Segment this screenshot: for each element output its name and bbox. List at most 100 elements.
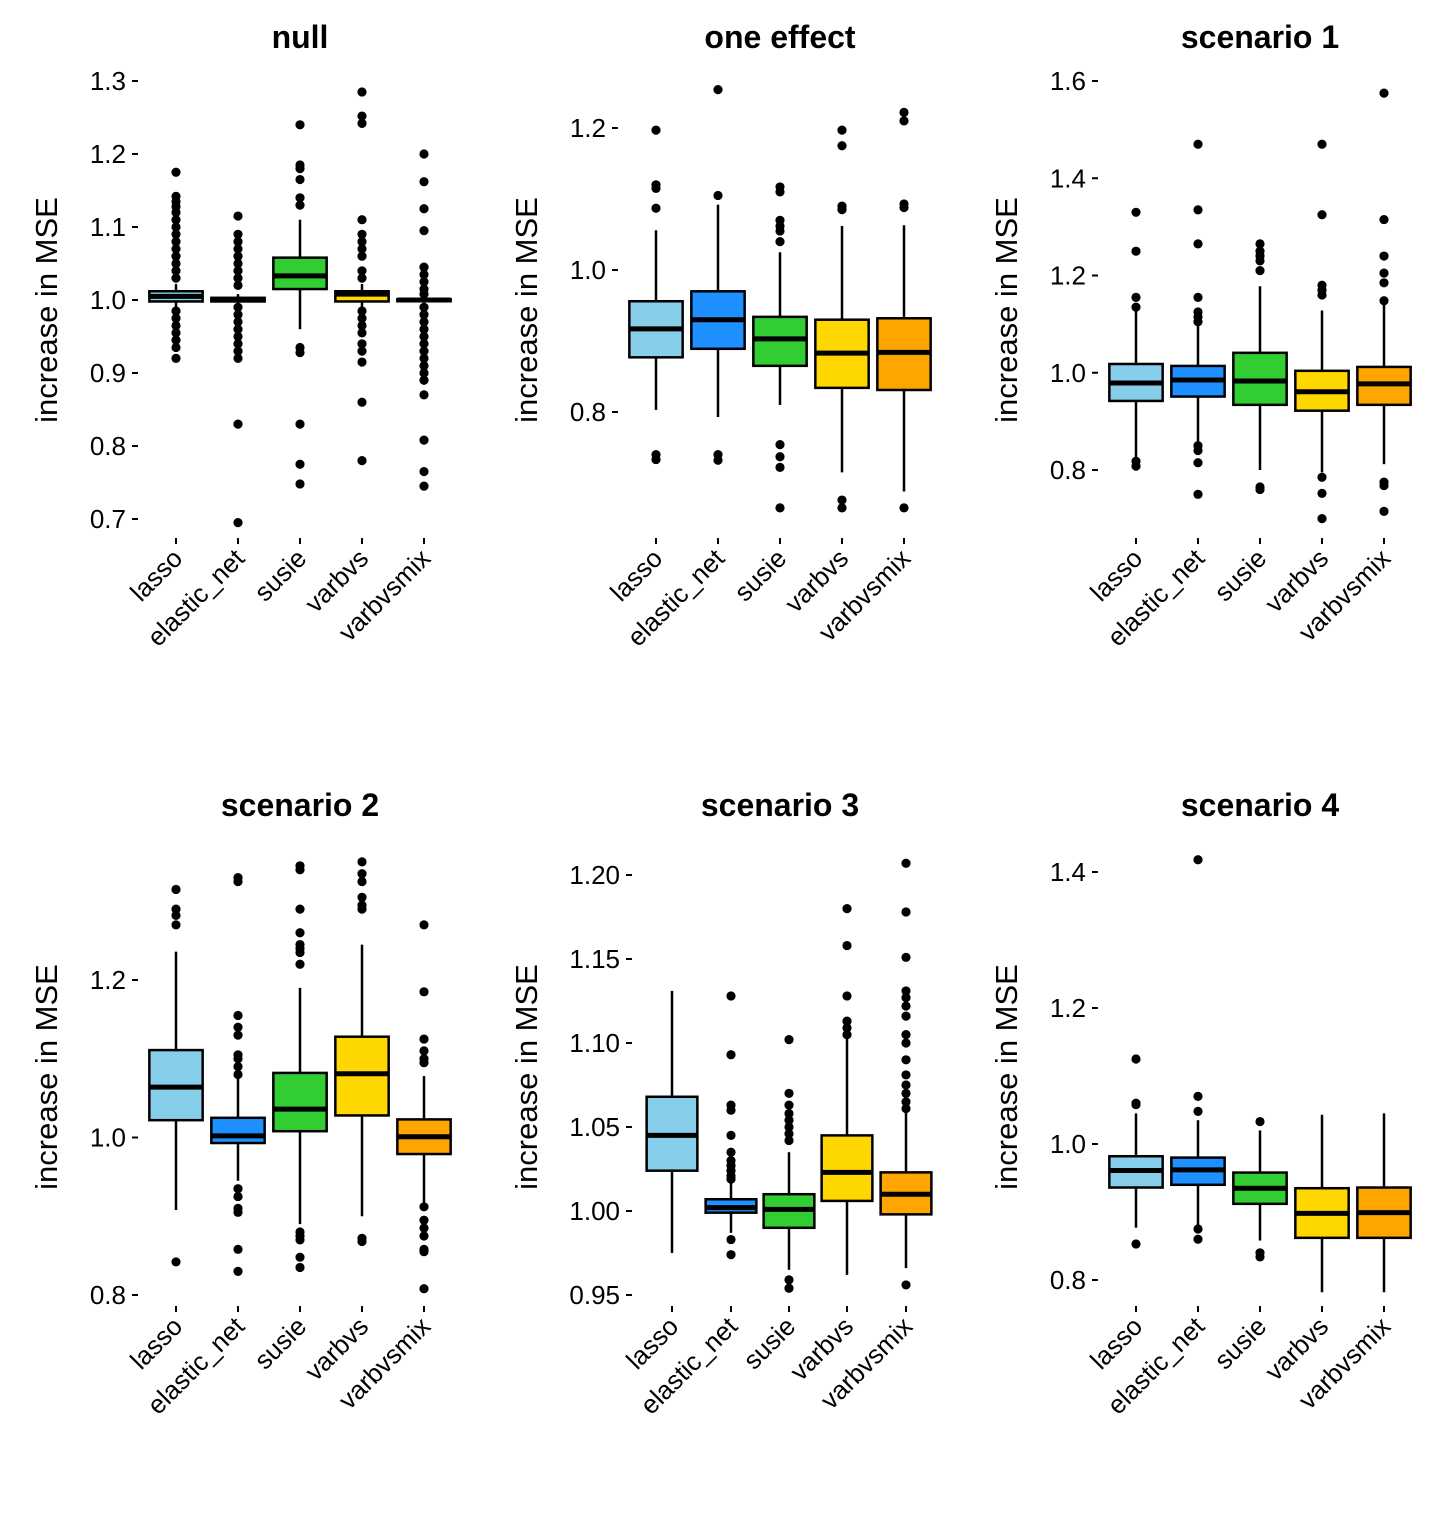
outlier-point: [233, 353, 243, 363]
outlier-point: [233, 211, 243, 221]
outlier-point: [901, 1038, 911, 1048]
outlier-point: [842, 904, 852, 914]
outlier-point: [901, 1011, 911, 1021]
box-susie: [762, 1035, 816, 1293]
box-elastic_net: [704, 991, 758, 1260]
box-lasso: [148, 167, 204, 363]
box-rect: [210, 1116, 266, 1145]
outlier-point: [357, 1236, 367, 1247]
outlier-point: [233, 1266, 243, 1276]
outlier-point: [171, 215, 181, 225]
outlier-point: [295, 1252, 305, 1262]
outlier-point: [419, 289, 429, 299]
panel-title: one effect: [704, 19, 855, 55]
outlier-point: [233, 1244, 243, 1254]
outlier-point: [357, 876, 367, 887]
outlier-point: [357, 306, 367, 316]
y-tick-label: 1.4: [1050, 163, 1086, 193]
outlier-point: [233, 280, 243, 290]
y-tick-label: 0.8: [1050, 455, 1086, 485]
outlier-point: [775, 187, 785, 197]
y-tick-label: 0.8: [1050, 1265, 1086, 1295]
outlier-point: [233, 317, 243, 327]
outlier-point: [233, 1191, 243, 1202]
panel-title: null: [272, 19, 329, 55]
box-susie: [1232, 1116, 1288, 1262]
outlier-point: [651, 203, 661, 213]
outlier-point: [171, 306, 181, 316]
outlier-point: [419, 466, 429, 477]
y-tick-label: 0.9: [90, 358, 126, 388]
outlier-point: [171, 335, 181, 345]
outlier-point: [233, 258, 243, 269]
outlier-point: [357, 266, 367, 276]
outlier-point: [171, 207, 181, 217]
outlier-point: [901, 1080, 911, 1090]
outlier-point: [357, 339, 367, 349]
outlier-point: [295, 904, 305, 914]
outlier-point: [784, 1275, 794, 1285]
outlier-point: [419, 226, 429, 236]
outlier-point: [171, 266, 181, 276]
outlier-point: [837, 141, 847, 151]
box-rect: [272, 256, 328, 291]
outlier-point: [726, 1147, 736, 1157]
outlier-point: [1193, 445, 1203, 456]
outlier-point: [233, 1062, 243, 1072]
box-varbvsmix: [1356, 1113, 1412, 1293]
outlier-point: [1379, 278, 1389, 288]
outlier-point: [1193, 205, 1203, 215]
outlier-point: [1131, 1099, 1141, 1110]
outlier-point: [233, 1207, 243, 1217]
outlier-point: [901, 1097, 911, 1107]
outlier-point: [233, 1054, 243, 1064]
outlier-point: [901, 1055, 911, 1065]
outlier-point: [1193, 855, 1203, 865]
outlier-point: [1317, 514, 1327, 524]
outlier-point: [357, 857, 367, 867]
outlier-point: [837, 125, 847, 135]
outlier-point: [837, 503, 847, 513]
outlier-point: [1379, 251, 1389, 261]
y-tick-label: 1.05: [569, 1112, 620, 1142]
box-varbvsmix: [876, 107, 932, 513]
box-varbvs: [814, 125, 870, 513]
outlier-point: [419, 302, 429, 312]
box-varbvsmix: [1356, 88, 1412, 516]
outlier-point: [233, 302, 243, 312]
outlier-point: [713, 455, 723, 465]
outlier-point: [419, 368, 429, 378]
outlier-point: [171, 237, 181, 247]
outlier-point: [233, 1069, 243, 1080]
outlier-point: [1131, 461, 1141, 471]
outlier-point: [233, 518, 243, 528]
outlier-point: [1379, 506, 1389, 516]
outlier-point: [1193, 239, 1203, 249]
y-tick-label: 0.8: [570, 397, 606, 427]
outlier-point: [899, 116, 909, 126]
outlier-point: [233, 1184, 243, 1194]
box-elastic_net: [210, 873, 266, 1276]
outlier-point: [1193, 139, 1203, 149]
outlier-point: [233, 876, 243, 887]
box-lasso: [1108, 207, 1164, 471]
outlier-point: [419, 1223, 429, 1233]
outlier-point: [901, 1103, 911, 1114]
outlier-point: [1131, 1239, 1141, 1249]
outlier-point: [775, 237, 785, 247]
outlier-point: [357, 273, 367, 283]
box-susie: [272, 120, 328, 489]
outlier-point: [1255, 239, 1265, 249]
outlier-point: [419, 361, 429, 371]
box-lasso: [628, 125, 684, 465]
outlier-point: [171, 328, 181, 338]
outlier-point: [295, 419, 305, 429]
outlier-point: [171, 904, 181, 914]
y-tick-label: 1.0: [90, 285, 126, 315]
box-lasso: [148, 884, 204, 1267]
box-susie: [1232, 239, 1288, 495]
outlier-point: [419, 1215, 429, 1225]
outlier-point: [171, 342, 181, 353]
outlier-point: [1255, 1252, 1265, 1262]
